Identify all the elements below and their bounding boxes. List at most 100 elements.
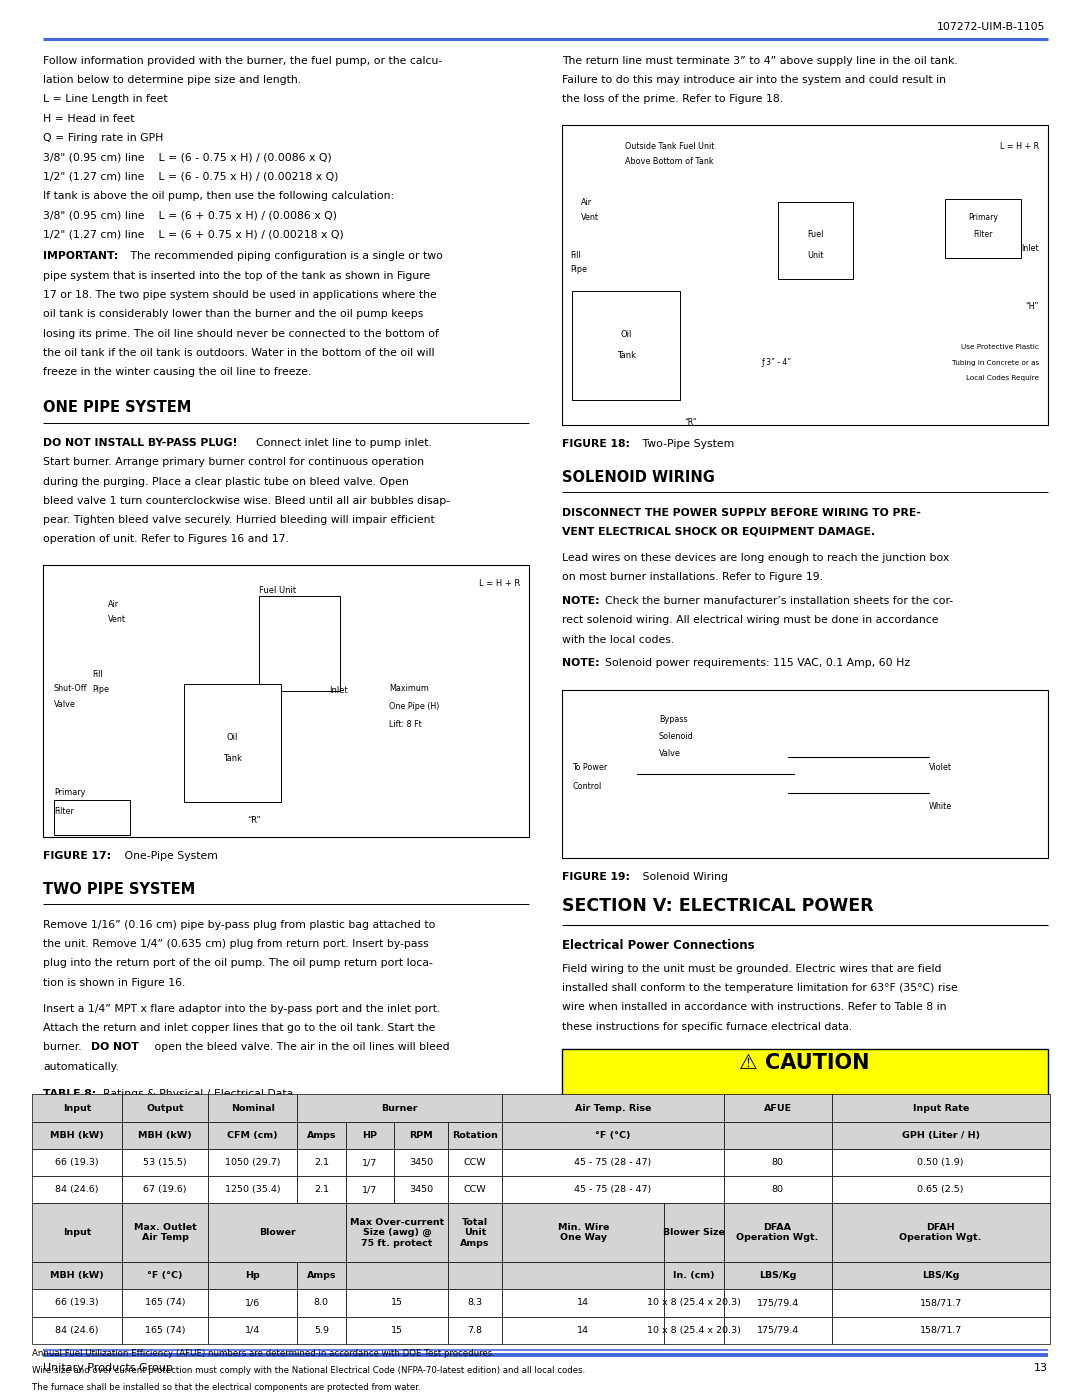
Text: VENT ELECTRICAL SHOCK OR EQUIPMENT DAMAGE.: VENT ELECTRICAL SHOCK OR EQUIPMENT DAMAG… [562,527,875,536]
Text: Start burner. Arrange primary burner control for continuous operation: Start burner. Arrange primary burner con… [43,457,424,468]
Text: Air Temp. Rise: Air Temp. Rise [575,1104,651,1112]
Bar [32,1122,122,1148]
Text: °F (°C): °F (°C) [595,1130,631,1140]
Text: Failure to do this may introduce air into the system and could result in: Failure to do this may introduce air int… [562,75,946,85]
Text: 66 (19.3): 66 (19.3) [55,1158,99,1166]
Bar [346,1148,394,1176]
Text: Lead wires on these devices are long enough to reach the junction box: Lead wires on these devices are long eno… [562,553,949,563]
Bar [832,1176,1050,1203]
Text: oil tank is considerably lower than the burner and the oil pump keeps: oil tank is considerably lower than the … [43,309,423,320]
Bar [724,1261,832,1289]
Text: Wire size and over current protection must comply with the National Electrical C: Wire size and over current protection mu… [32,1366,585,1375]
Bar [346,1122,394,1148]
Bar [394,1176,448,1203]
Text: Two-Pipe System: Two-Pipe System [639,439,734,450]
Bar [562,124,1048,425]
Text: Follow information provided with the burner, the fuel pump, or the calcu-: Follow information provided with the bur… [43,56,443,66]
Text: “R”: “R” [685,418,698,427]
Text: DO NOT: DO NOT [91,1042,138,1052]
Text: Oil: Oil [227,732,238,742]
Bar [562,1049,1048,1108]
Text: on most burner installations. Refer to Figure 19.: on most burner installations. Refer to F… [562,573,823,583]
Text: Input: Input [63,1104,92,1112]
Text: tion is shown in Figure 16.: tion is shown in Figure 16. [43,978,186,988]
Text: plug into the return port of the oil pump. The oil pump return port loca-: plug into the return port of the oil pum… [43,958,433,968]
Bar [297,1148,346,1176]
Text: The return line must terminate 3” to 4” above supply line in the oil tank.: The return line must terminate 3” to 4” … [562,56,957,66]
Bar [448,1203,502,1261]
Text: Max Over-current
Size (awg) @
75 ft. protect: Max Over-current Size (awg) @ 75 ft. pro… [350,1218,444,1248]
Text: 158/71.7: 158/71.7 [919,1326,962,1334]
Text: 13: 13 [1034,1363,1048,1373]
Bar [297,1094,502,1122]
Bar [832,1148,1050,1176]
Bar [32,1176,122,1203]
Text: Q = Firing rate in GPH: Q = Firing rate in GPH [43,133,163,142]
Bar [448,1148,502,1176]
Bar [502,1316,664,1344]
Text: Ratings & Physical / Electrical Data: Ratings & Physical / Electrical Data [103,1088,293,1098]
Text: DISCONNECT THE POWER SUPPLY BEFORE WIRING TO PRE-: DISCONNECT THE POWER SUPPLY BEFORE WIRIN… [562,507,920,518]
Bar [122,1203,208,1261]
Text: 53 (15.5): 53 (15.5) [144,1158,187,1166]
Bar [54,799,130,834]
Bar [122,1316,208,1344]
Text: Vent: Vent [581,212,599,222]
Text: Rotation: Rotation [453,1130,498,1140]
Bar [664,1316,724,1344]
Bar [208,1261,297,1289]
Text: 0.65 (2.5): 0.65 (2.5) [917,1185,964,1194]
Text: Pipe: Pipe [92,685,109,694]
Bar [502,1176,724,1203]
Text: during the purging. Place a clear plastic tube on bleed valve. Open: during the purging. Place a clear plasti… [43,476,409,486]
Text: L = H + R: L = H + R [480,578,521,588]
Text: Input Rate: Input Rate [913,1104,969,1112]
Bar [122,1261,208,1289]
Bar [502,1148,724,1176]
Text: 45 - 75 (28 - 47): 45 - 75 (28 - 47) [575,1185,651,1194]
Text: If tank is above the oil pump, then use the following calculation:: If tank is above the oil pump, then use … [43,191,394,201]
Text: Amps: Amps [307,1271,336,1280]
Text: SOLENOID WIRING: SOLENOID WIRING [562,469,715,485]
Bar [208,1203,346,1261]
Text: Output: Output [147,1104,184,1112]
Text: 107272-UIM-B-1105: 107272-UIM-B-1105 [937,21,1045,32]
Bar [832,1122,1050,1148]
Text: 15: 15 [391,1298,403,1308]
Bar [502,1203,664,1261]
Bar [208,1316,297,1344]
Text: Fill: Fill [570,250,581,260]
Text: ƒ 3” - 4”: ƒ 3” - 4” [761,358,792,367]
Text: 3/8" (0.95 cm) line    L = (6 + 0.75 x H) / (0.0086 x Q): 3/8" (0.95 cm) line L = (6 + 0.75 x H) /… [43,210,337,221]
Text: pipe system that is inserted into the top of the tank as shown in Figure: pipe system that is inserted into the to… [43,271,431,281]
Bar [394,1122,448,1148]
Text: burner.: burner. [43,1042,85,1052]
Bar [724,1316,832,1344]
Text: “R”: “R” [247,816,260,826]
Bar [32,1261,122,1289]
Text: TWO PIPE SYSTEM: TWO PIPE SYSTEM [43,882,195,897]
Text: these instructions for specific furnace electrical data.: these instructions for specific furnace … [562,1021,852,1031]
Text: Amps: Amps [307,1130,336,1140]
Text: FIGURE 19:: FIGURE 19: [562,872,633,882]
Text: GPH (Liter / H): GPH (Liter / H) [902,1130,980,1140]
Text: Max. Outlet
Air Temp: Max. Outlet Air Temp [134,1224,197,1242]
Text: DFAA
Operation Wgt.: DFAA Operation Wgt. [737,1224,819,1242]
Text: 165 (74): 165 (74) [145,1326,186,1334]
Text: Tank: Tank [222,753,242,763]
Text: Nominal: Nominal [231,1104,274,1112]
Text: 14: 14 [577,1326,590,1334]
Bar [394,1148,448,1176]
Bar [122,1094,208,1122]
Text: LBS/Kg: LBS/Kg [922,1271,959,1280]
Text: the loss of the prime. Refer to Figure 18.: the loss of the prime. Refer to Figure 1… [562,95,783,105]
Text: pear. Tighten bleed valve securely. Hurried bleeding will impair efficient: pear. Tighten bleed valve securely. Hurr… [43,515,435,525]
Bar [32,1094,122,1122]
Bar [346,1203,448,1261]
Text: AFUE: AFUE [764,1104,792,1112]
Text: Air: Air [108,599,119,609]
Text: Bypass: Bypass [659,715,688,724]
Text: RPM: RPM [409,1130,433,1140]
Text: Outside Tank Fuel Unit: Outside Tank Fuel Unit [625,141,714,151]
Text: 10 x 8 (25.4 x 20.3): 10 x 8 (25.4 x 20.3) [647,1298,741,1308]
